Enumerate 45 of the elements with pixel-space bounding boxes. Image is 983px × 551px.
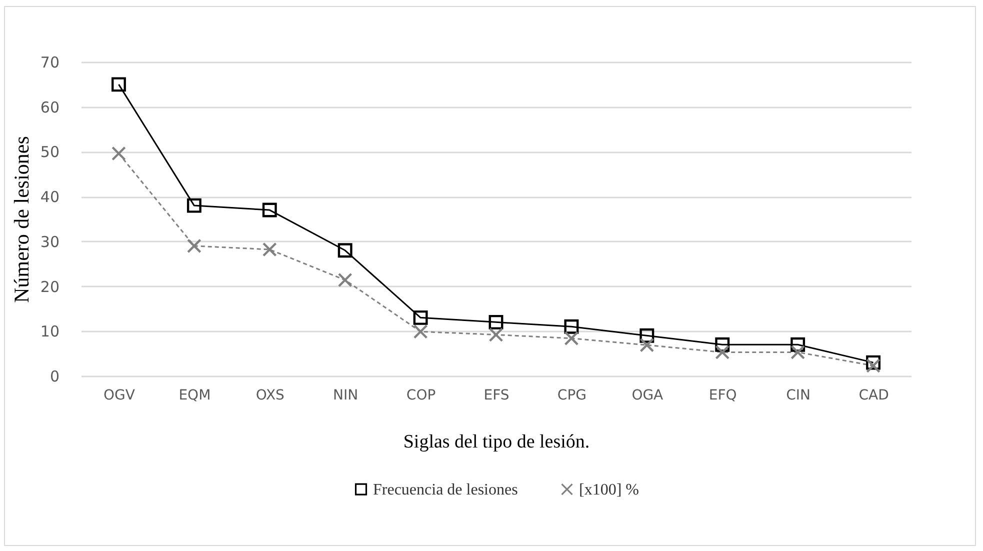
point	[866, 358, 880, 373]
point	[640, 328, 654, 343]
y-tick-label: 10	[40, 322, 60, 341]
point	[640, 338, 654, 352]
point	[338, 243, 352, 258]
legend-label: Frecuencia de lesiones	[373, 481, 518, 498]
x-axis-title: Siglas del tipo de lesión.	[403, 432, 590, 452]
x-tick-label: OGV	[104, 388, 136, 404]
x-tick-label: EFQ	[708, 388, 737, 404]
point	[488, 328, 504, 342]
point	[413, 324, 428, 339]
point	[262, 202, 277, 218]
x-tick-label: CAD	[858, 388, 889, 404]
x-tick-label: OXS	[256, 388, 285, 404]
point	[564, 331, 579, 346]
y-tick-label: 60	[40, 98, 60, 116]
x-tick-label: EFS	[484, 388, 510, 404]
point	[186, 238, 202, 254]
x-tick-label: CIN	[786, 388, 811, 404]
y-tick-label: 20	[40, 278, 60, 296]
point	[112, 77, 126, 92]
point	[564, 319, 579, 334]
point	[715, 337, 730, 352]
x-tick-label: COP	[406, 388, 436, 404]
x-tick-label: CPG	[557, 388, 586, 404]
y-tick-label: 70	[40, 54, 60, 72]
point	[866, 355, 880, 370]
x-tick-label: NIN	[333, 388, 358, 404]
point	[790, 345, 806, 360]
point	[790, 337, 806, 352]
y-axis-title: Número de lesiones	[9, 136, 34, 303]
point	[262, 242, 277, 257]
point	[413, 310, 428, 325]
point	[112, 146, 126, 161]
y-tick-label: 0	[50, 368, 60, 386]
legend-label: [x100] %	[579, 481, 639, 498]
y-tick-label: 40	[40, 188, 60, 206]
x-tick-label: OGA	[632, 388, 664, 404]
x-tick-label: EQM	[178, 388, 211, 404]
y-tick-label: 50	[40, 143, 60, 162]
point	[715, 345, 730, 360]
point	[338, 272, 352, 288]
point	[488, 314, 504, 330]
y-tick-label: 30	[40, 232, 60, 251]
point	[186, 198, 202, 213]
